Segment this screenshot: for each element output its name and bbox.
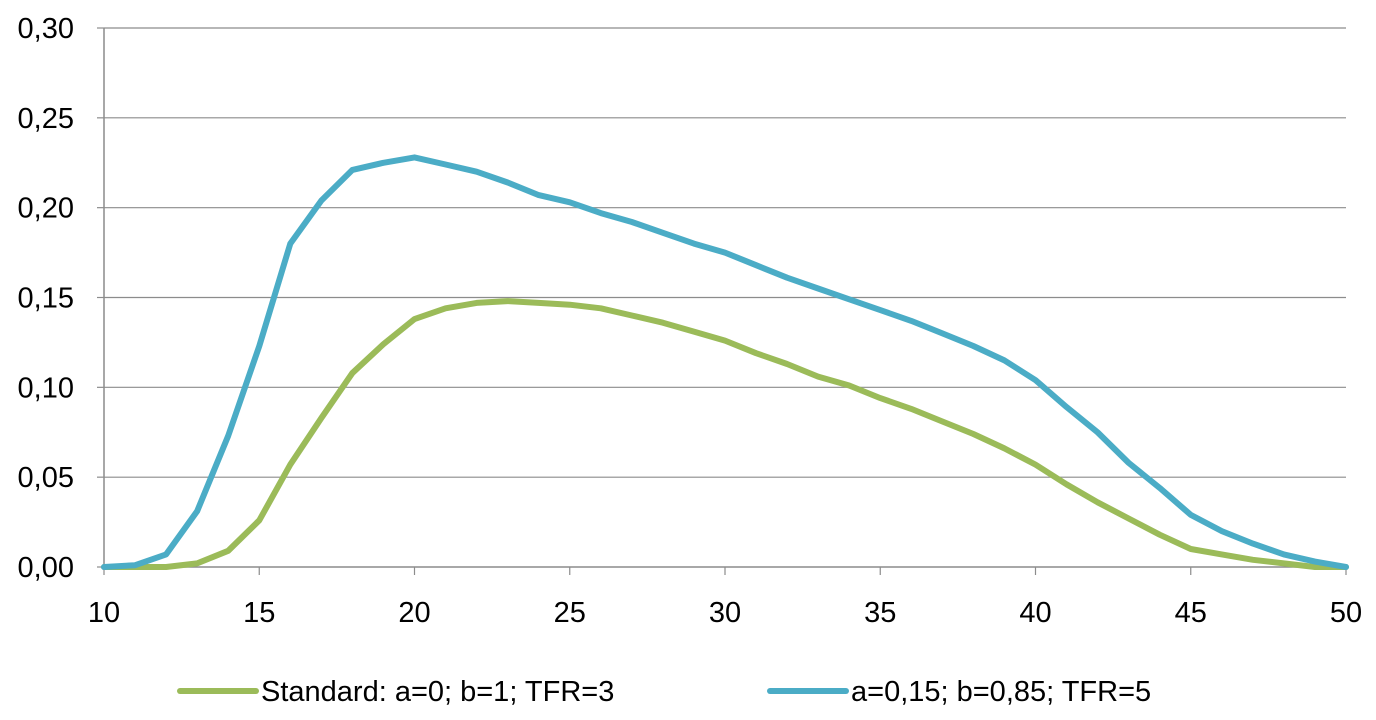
x-tick-label: 20 [398,597,430,629]
series-line-1 [101,298,1349,570]
y-tick-label: 0,10 [18,372,74,404]
series-line-2 [101,154,1349,570]
x-tick-label: 35 [864,597,896,629]
y-tick-label: 0,05 [18,462,74,494]
y-tick-label: 0,00 [18,552,74,584]
x-tick-label: 50 [1330,597,1362,629]
x-tick-label: 45 [1175,597,1207,629]
legend: Standard: a=0; b=1; TFR=3 a=0,15; b=0,85;… [177,676,1151,708]
series-lines [101,154,1349,570]
y-tick-label: 0,15 [18,283,74,315]
y-tick-label: 0,25 [18,103,74,135]
y-tick-label: 0,20 [18,193,74,225]
x-tick-label: 25 [554,597,586,629]
gridlines [104,27,1346,478]
y-tick-label: 0,30 [18,13,74,45]
x-tick-label: 10 [88,597,120,629]
tick-labels: 0,00 0,05 0,10 0,15 0,20 0,25 0,30 10 15 20 25 30 35… [18,13,1363,629]
legend-label-1: Standard: a=0; b=1; TFR=3 [261,676,614,708]
axes [97,27,1347,575]
x-tick-label: 40 [1019,597,1051,629]
x-tick-label: 30 [709,597,741,629]
legend-label-2: a=0,15; b=0,85; TFR=5 [851,676,1151,708]
x-tick-label: 15 [243,597,275,629]
